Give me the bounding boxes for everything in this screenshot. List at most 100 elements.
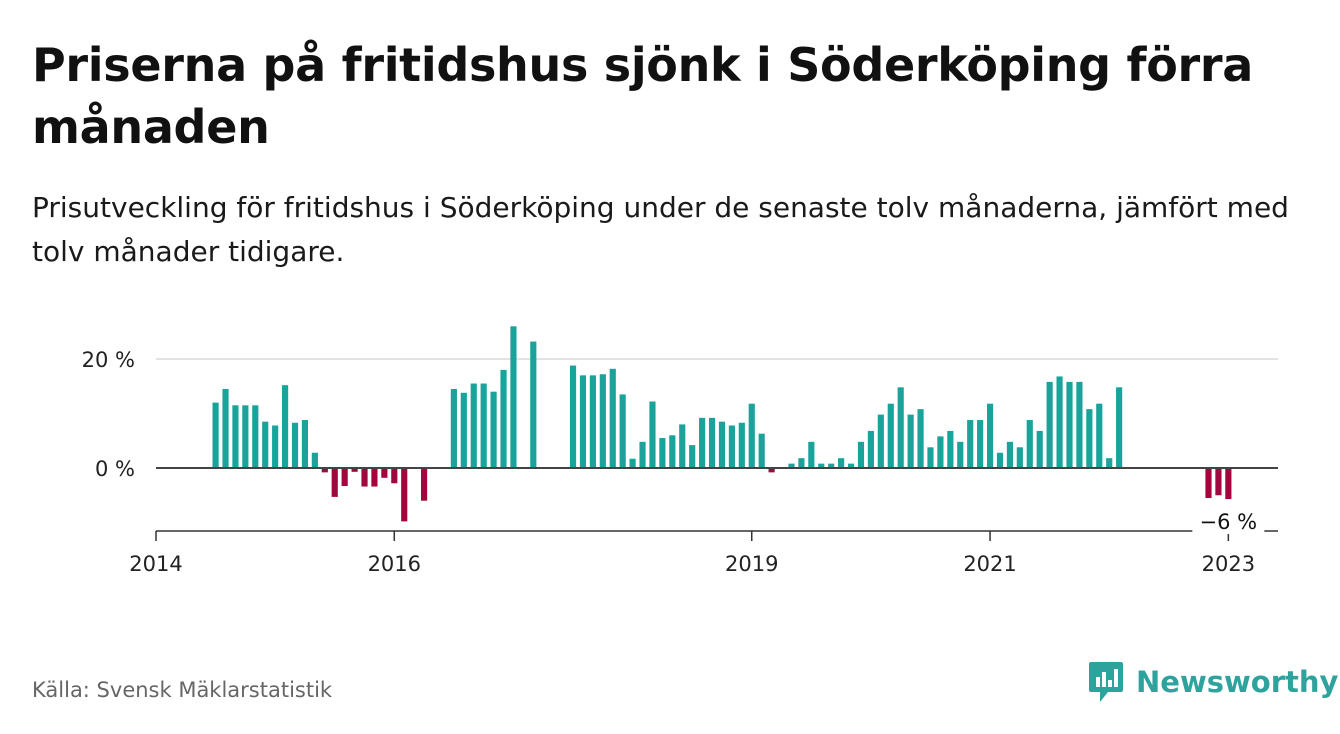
bar xyxy=(1205,468,1212,498)
bar xyxy=(490,391,497,468)
bar xyxy=(957,441,964,468)
bar xyxy=(1225,468,1232,500)
chart-subtitle: Prisutveckling för fritidshus i Söderköp… xyxy=(32,191,1289,268)
bar xyxy=(361,468,368,487)
bar xyxy=(232,405,239,468)
bar xyxy=(986,403,994,468)
bar xyxy=(301,420,309,468)
bar xyxy=(639,441,646,468)
bar xyxy=(589,375,596,468)
bar xyxy=(699,417,706,468)
bar xyxy=(569,365,577,468)
bar xyxy=(1046,381,1053,468)
bar xyxy=(391,468,398,484)
bar xyxy=(718,421,726,468)
bar xyxy=(689,445,696,468)
bar xyxy=(212,402,219,468)
bar xyxy=(857,441,865,468)
bar xyxy=(838,458,845,468)
bar xyxy=(847,463,855,468)
bar xyxy=(977,420,984,468)
bar xyxy=(927,447,934,468)
bar xyxy=(669,435,676,468)
annotation-background xyxy=(1192,508,1265,534)
bar xyxy=(867,430,874,468)
x-tick-label: 2016 xyxy=(368,552,421,576)
y-tick-label: 20 % xyxy=(82,348,135,372)
bar xyxy=(738,422,745,468)
bar xyxy=(1016,447,1023,468)
bar xyxy=(242,405,249,468)
bar xyxy=(798,458,805,468)
bar xyxy=(262,421,269,468)
bar xyxy=(887,403,894,468)
bar xyxy=(331,468,338,497)
bar xyxy=(1076,381,1083,468)
brand-name: Newsworthy xyxy=(1136,665,1339,699)
bar xyxy=(530,341,537,468)
bar xyxy=(1056,376,1063,468)
bar xyxy=(828,463,835,468)
newsworthy-logo-icon xyxy=(1089,662,1123,702)
bar xyxy=(599,374,606,468)
bar xyxy=(351,468,358,472)
bar xyxy=(252,405,259,468)
bar xyxy=(728,425,735,468)
bar xyxy=(679,424,686,468)
bar xyxy=(1036,430,1043,468)
bar xyxy=(1106,458,1113,468)
bar xyxy=(768,468,775,473)
bar xyxy=(808,441,815,468)
bar xyxy=(460,392,467,468)
bar xyxy=(917,409,924,468)
bar xyxy=(421,468,428,501)
x-tick-label: 2023 xyxy=(1202,552,1255,576)
bar-chart: 0 % 20 % 2014 2016 2019 2021 2023 −6 % xyxy=(82,326,1278,576)
bar xyxy=(758,433,765,468)
latest-value-label: −6 % xyxy=(1200,510,1258,534)
bar xyxy=(401,468,408,522)
x-tick-label: 2021 xyxy=(963,552,1016,576)
bar xyxy=(996,452,1004,468)
bar xyxy=(341,468,348,486)
bar xyxy=(818,463,825,468)
bar xyxy=(907,414,914,468)
y-tick-label: 0 % xyxy=(95,457,135,481)
bar xyxy=(1116,387,1123,468)
bar xyxy=(629,458,636,469)
bar xyxy=(947,430,954,468)
bar xyxy=(282,385,289,468)
bar xyxy=(708,417,716,468)
bar xyxy=(748,403,755,468)
bar xyxy=(311,452,318,468)
bar xyxy=(1096,403,1103,468)
bar xyxy=(450,388,457,468)
bar xyxy=(659,438,666,469)
x-tick-label: 2014 xyxy=(129,552,182,576)
bar xyxy=(579,375,587,468)
bar xyxy=(609,368,616,468)
bar xyxy=(967,420,974,468)
bar xyxy=(291,422,299,468)
bar xyxy=(1066,381,1073,468)
x-tick-label: 2019 xyxy=(725,552,778,576)
bar xyxy=(321,468,328,473)
bar xyxy=(897,387,904,468)
brand-logo[interactable]: Newsworthy xyxy=(1088,660,1338,704)
chart-title: Priserna på fritidshus sjönk i Söderköpi… xyxy=(32,38,1254,154)
bar xyxy=(371,468,378,487)
bar xyxy=(381,468,388,478)
bar xyxy=(649,401,656,468)
bar xyxy=(1215,468,1222,496)
bar xyxy=(470,383,477,468)
bar xyxy=(619,394,626,468)
bar xyxy=(480,383,487,468)
bar xyxy=(1086,409,1093,468)
bar xyxy=(500,369,507,468)
bar xyxy=(788,463,795,468)
bar xyxy=(222,388,229,468)
bar xyxy=(1006,441,1013,468)
bar xyxy=(1026,420,1033,468)
bar xyxy=(272,425,279,468)
bar xyxy=(937,436,944,468)
